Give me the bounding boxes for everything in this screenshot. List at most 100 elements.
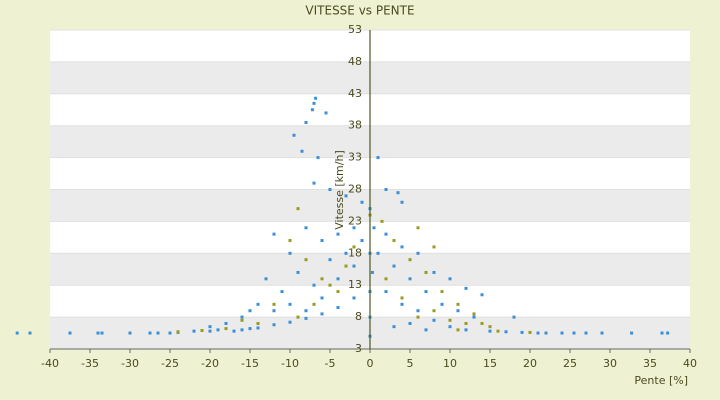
point xyxy=(312,283,316,287)
point xyxy=(296,207,300,211)
point xyxy=(370,270,374,274)
y-tick-label: 18 xyxy=(348,246,362,259)
point xyxy=(156,331,160,335)
point xyxy=(432,270,436,274)
point xyxy=(256,321,260,325)
point xyxy=(310,108,314,112)
point xyxy=(464,328,468,332)
point xyxy=(320,277,324,281)
point xyxy=(304,258,308,262)
point xyxy=(304,309,308,313)
y-tick-label: 48 xyxy=(348,55,362,68)
point xyxy=(408,277,412,281)
point xyxy=(292,133,296,137)
point xyxy=(432,245,436,249)
point xyxy=(360,200,364,204)
point xyxy=(324,111,328,115)
point xyxy=(256,326,260,330)
point xyxy=(272,232,276,236)
y-tick-label: 28 xyxy=(348,183,362,196)
y-tick-label: 33 xyxy=(348,151,362,164)
x-tick-label: 15 xyxy=(483,357,497,370)
point xyxy=(352,245,356,249)
point xyxy=(376,156,380,160)
point xyxy=(320,296,324,300)
point xyxy=(560,331,564,335)
y-tick-label: 8 xyxy=(355,310,362,323)
y-tick-label: 23 xyxy=(348,214,362,227)
point xyxy=(416,226,420,230)
point xyxy=(572,331,576,335)
point xyxy=(316,156,320,160)
point xyxy=(288,251,292,255)
point xyxy=(288,320,292,324)
point xyxy=(400,296,404,300)
x-tick-label: 20 xyxy=(523,357,537,370)
point xyxy=(416,315,420,319)
point xyxy=(28,331,32,335)
point xyxy=(448,277,452,281)
point xyxy=(440,302,444,306)
point xyxy=(520,330,524,334)
point xyxy=(240,315,244,319)
point xyxy=(488,329,492,333)
y-axis-label: Vitesse [km/h] xyxy=(333,150,346,230)
point xyxy=(208,325,212,329)
point xyxy=(488,325,492,329)
point xyxy=(248,309,252,313)
x-tick-label: -15 xyxy=(241,357,259,370)
point xyxy=(328,258,332,262)
point xyxy=(496,329,500,333)
point xyxy=(464,321,468,325)
point xyxy=(15,331,19,335)
point xyxy=(396,191,400,195)
point xyxy=(264,277,268,281)
point xyxy=(432,318,436,322)
point xyxy=(424,270,428,274)
point xyxy=(384,232,388,236)
point xyxy=(176,330,180,334)
point xyxy=(240,328,244,332)
y-tick-label: 38 xyxy=(348,119,362,132)
point xyxy=(392,239,396,243)
point xyxy=(512,315,516,319)
point xyxy=(216,328,220,332)
point xyxy=(312,101,316,105)
point xyxy=(240,318,244,322)
x-tick-label: 10 xyxy=(443,357,457,370)
x-tick-label: 30 xyxy=(603,357,617,370)
point xyxy=(336,232,340,236)
point xyxy=(328,283,332,287)
point xyxy=(148,331,152,335)
point xyxy=(304,121,308,125)
point xyxy=(392,264,396,268)
point xyxy=(372,226,376,230)
point xyxy=(272,323,276,327)
point xyxy=(384,290,388,294)
point xyxy=(208,329,212,333)
point xyxy=(456,328,460,332)
point xyxy=(192,329,196,333)
point xyxy=(376,251,380,255)
point xyxy=(448,325,452,329)
point xyxy=(352,226,356,230)
point xyxy=(456,309,460,313)
point xyxy=(472,312,476,316)
point xyxy=(432,309,436,313)
x-tick-label: -30 xyxy=(121,357,139,370)
point xyxy=(400,245,404,249)
point xyxy=(352,296,356,300)
x-tick-label: -35 xyxy=(81,357,99,370)
point xyxy=(360,239,364,243)
point xyxy=(408,258,412,262)
point xyxy=(168,331,172,335)
point xyxy=(456,302,460,306)
point xyxy=(272,309,276,313)
point xyxy=(416,309,420,313)
point xyxy=(128,331,132,335)
point xyxy=(448,318,452,322)
point xyxy=(320,312,324,316)
point xyxy=(312,181,316,185)
point xyxy=(380,219,384,223)
point xyxy=(408,321,412,325)
